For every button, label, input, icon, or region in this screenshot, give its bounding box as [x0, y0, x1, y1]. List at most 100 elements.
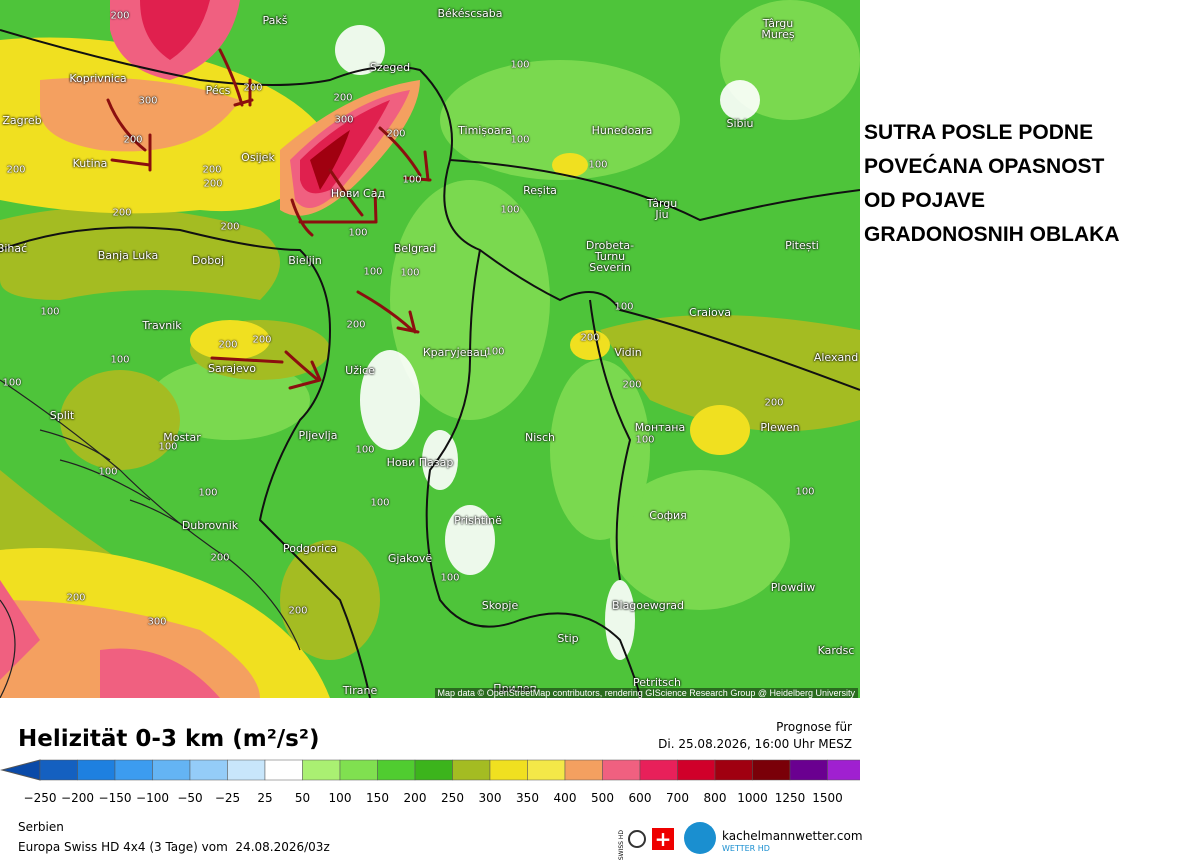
city-label: Stip: [557, 632, 579, 645]
city-label: Sibiu: [726, 117, 754, 130]
city-label: Kardsc: [817, 644, 855, 657]
city-label: Doboj: [192, 254, 224, 267]
colorbar-tick-label: 500: [591, 791, 614, 805]
city-label: София: [649, 509, 687, 522]
colorbar-tick-label: 1250: [774, 791, 806, 805]
colorbar-swatch: [714, 759, 753, 781]
annotation-line: GRADONOSNIH OBLAKA: [864, 223, 1120, 246]
city-label: Békéscsaba: [437, 7, 503, 20]
city-label: Alexand: [813, 351, 859, 364]
contour-label: 100: [110, 354, 130, 366]
city-label: Petritsch: [633, 676, 681, 689]
city-label: Pécs: [205, 84, 231, 97]
city-label: Skopje: [481, 599, 519, 612]
contour-label: 200: [386, 128, 406, 140]
contour-label: 200: [220, 221, 240, 233]
colorbar-tick-label: −100: [136, 791, 169, 805]
colorbar-swatch: [77, 759, 116, 781]
contour-label: 200: [252, 334, 272, 346]
colorbar-swatch: [527, 759, 566, 781]
colorbar: [0, 759, 860, 781]
city-label: Osijek: [241, 151, 275, 164]
contour-label: 100: [348, 227, 368, 239]
city-label: Zagreb: [2, 114, 42, 127]
city-label: Craiova: [689, 306, 731, 319]
colorbar-swatch: [377, 759, 416, 781]
colorbar-tick-label: 200: [403, 791, 427, 805]
city-label: Târgu Mureș: [761, 17, 795, 41]
region: Serbien: [18, 820, 64, 834]
colorbar-tick-label: −50: [177, 791, 203, 805]
city-label: Нови Сад: [330, 187, 386, 200]
contour-label: 100: [363, 266, 383, 278]
contour-label: 100: [635, 434, 655, 446]
contour-label: 100: [510, 59, 530, 71]
contour-label: 200: [288, 605, 308, 617]
swiss-logo: SWISS HD: [618, 830, 625, 861]
colorbar-swatch: [564, 759, 603, 781]
contour-label: 200: [243, 82, 263, 94]
city-label: Split: [49, 409, 75, 422]
contour-label: 200: [112, 207, 132, 219]
colorbar-tick-label: 350: [516, 791, 539, 805]
city-label: Pljevlja: [298, 429, 338, 442]
contour-label: 100: [795, 486, 815, 498]
contour-label: 100: [440, 572, 460, 584]
city-label: Kutina: [72, 157, 108, 170]
contour-label: 100: [510, 134, 530, 146]
contour-label: 300: [147, 616, 167, 628]
colorbar-tick-label: 600: [628, 791, 652, 805]
city-label: Plewen: [760, 421, 800, 434]
colorbar-arrow: [0, 759, 41, 781]
city-label: Нови Пазар: [386, 456, 454, 469]
contour-label: 100: [485, 346, 505, 358]
city-label: Timișoara: [458, 124, 512, 137]
contour-label: 200: [110, 10, 130, 22]
colorbar-swatch: [414, 759, 453, 781]
city-label: Szeged: [369, 61, 411, 74]
contour-label: 100: [400, 267, 420, 279]
city-label: Tirane: [342, 684, 378, 697]
city-label: Koprivnica: [69, 72, 127, 85]
annotation-line: SUTRA POSLE PODNE: [864, 121, 1094, 144]
city-label: Dubrovnik: [181, 519, 239, 532]
contour-label: 200: [123, 134, 143, 146]
colorbar-tick-label: 400: [553, 791, 577, 805]
annotation-line: POVEĆANA OPASNOST: [864, 155, 1105, 178]
contour-label: 200: [210, 552, 230, 564]
swiss-flag: +: [652, 828, 674, 850]
colorbar-swatch: [152, 759, 191, 781]
city-label: Užice: [345, 364, 375, 377]
colorbar-tick-label: 800: [703, 791, 727, 805]
colorbar-tick-label: 25: [257, 791, 273, 805]
colorbar-swatch: [639, 759, 678, 781]
contour-label: 200: [202, 164, 222, 176]
colorbar-swatch: [452, 759, 491, 781]
colorbar-swatch: [339, 759, 378, 781]
colorbar-swatch: [302, 759, 341, 781]
annotation-line: OD POJAVE: [864, 189, 985, 212]
city-label: Banja Luka: [97, 249, 159, 262]
forecast-time: Di. 25.08.2026, 16:00 Uhr MESZ: [658, 737, 852, 751]
contour-label: 200: [6, 164, 26, 176]
city-label: Hunedoara: [591, 124, 653, 137]
city-label: Târgu Jiu: [646, 197, 678, 221]
colorbar-swatch: [114, 759, 153, 781]
city-label: Монтана: [634, 421, 686, 434]
attribution: Map data © OpenStreetMap contributors, r…: [434, 688, 858, 698]
colorbar-tick-label: 1000: [737, 791, 768, 805]
city-label: Gjakovë: [387, 552, 433, 565]
city-label: Blagoewgrad: [611, 599, 685, 612]
colorbar-tick-label: −250: [23, 791, 57, 805]
colorbar-tick-label: 1500: [812, 791, 843, 805]
city-label: Прилеп: [493, 682, 537, 695]
contour-label: 300: [138, 95, 158, 107]
colorbar-tick-label: 300: [478, 791, 502, 805]
colorbar-tick-label: 100: [328, 791, 352, 805]
colorbar-swatch: [227, 759, 266, 781]
kachelmann-logo: [684, 822, 716, 854]
city-label: Drobeta- Turnu Severin: [585, 239, 635, 274]
colorbar-swatch: [39, 759, 78, 781]
colorbar-tick-label: 50: [294, 791, 311, 805]
city-label: Travnik: [142, 319, 182, 332]
